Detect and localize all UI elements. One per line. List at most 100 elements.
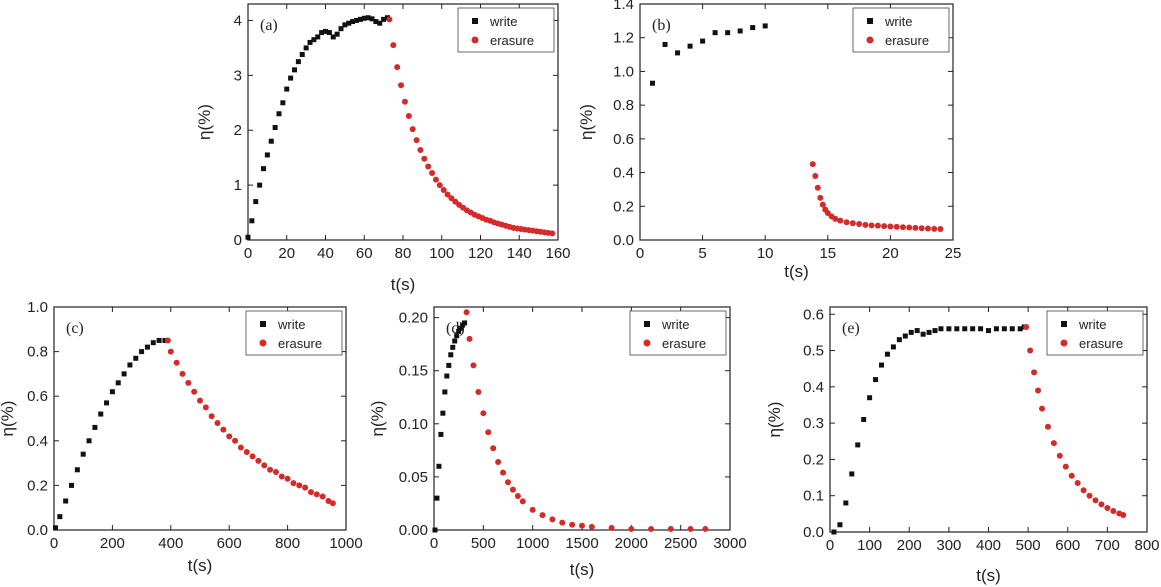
y-tick-label: 0.5 xyxy=(803,343,824,360)
data-point-erasure xyxy=(937,226,944,233)
data-point-write xyxy=(432,527,438,533)
data-point-write xyxy=(268,138,274,144)
series-write xyxy=(831,324,1027,535)
legend-label-erasure: erasure xyxy=(490,33,534,48)
data-point-erasure xyxy=(1038,405,1045,412)
legend-label-write: write xyxy=(277,317,305,332)
data-point-erasure xyxy=(814,184,821,191)
data-point-erasure xyxy=(843,219,850,226)
y-axis-label: η(%) xyxy=(368,401,387,437)
x-tick-label: 1500 xyxy=(565,535,598,552)
data-point-write xyxy=(315,34,321,40)
data-point-erasure xyxy=(319,493,326,500)
data-point-erasure xyxy=(475,388,482,395)
data-point-write xyxy=(914,328,920,334)
data-point-erasure xyxy=(529,506,536,513)
plot-frame xyxy=(639,3,954,241)
x-axis-label: t(s) xyxy=(188,556,213,575)
x-tick-label: 800 xyxy=(275,535,300,552)
data-point-write xyxy=(295,59,301,65)
y-tick-label: 0 xyxy=(234,232,242,249)
x-tick-label: 160 xyxy=(545,245,570,262)
data-point-write xyxy=(902,333,908,339)
y-tick-label: 0.2 xyxy=(613,198,634,215)
data-point-erasure xyxy=(868,222,875,229)
data-point-erasure xyxy=(267,466,274,473)
legend-marker-erasure xyxy=(259,339,267,347)
data-point-erasure xyxy=(856,220,863,227)
x-tick-label: 10 xyxy=(757,245,774,262)
data-point-write xyxy=(139,349,145,355)
legend-box xyxy=(629,310,727,356)
data-point-erasure xyxy=(243,448,250,455)
panel-label: (b) xyxy=(652,17,671,34)
data-point-write xyxy=(978,326,984,332)
data-point-erasure xyxy=(164,337,171,344)
plot-frame xyxy=(53,306,347,531)
data-point-erasure xyxy=(284,475,291,482)
data-point-write xyxy=(334,31,340,37)
data-point-write xyxy=(104,400,110,406)
series-write xyxy=(52,337,168,531)
data-point-erasure xyxy=(514,493,521,500)
data-point-write xyxy=(456,328,462,334)
x-tick-label: 300 xyxy=(936,537,961,554)
data-point-erasure xyxy=(425,163,432,170)
data-point-erasure xyxy=(569,521,576,528)
series-erasure xyxy=(809,161,944,233)
panel-label: (a) xyxy=(260,17,278,34)
data-point-erasure xyxy=(817,194,824,201)
data-point-write xyxy=(938,326,944,332)
y-tick-label: 0.1 xyxy=(803,488,824,505)
y-tick-label: 3 xyxy=(234,67,242,84)
chart-panel-4: 0 500 1000 1500 2000 2500 3000 0.00 0.05 0.10 0.15… xyxy=(368,306,747,579)
data-point-write xyxy=(330,34,336,40)
data-point-write xyxy=(986,328,991,334)
y-tick-label: 2 xyxy=(234,122,242,139)
legend-label-write: write xyxy=(661,317,689,332)
data-point-write xyxy=(369,16,375,22)
data-point-write xyxy=(109,389,115,395)
y-tick-label: 0.10 xyxy=(399,416,428,433)
data-point-erasure xyxy=(261,462,268,469)
data-point-erasure xyxy=(191,388,198,395)
data-point-erasure xyxy=(687,525,694,532)
data-point-erasure xyxy=(539,512,546,519)
data-point-erasure xyxy=(862,221,869,228)
data-point-write xyxy=(873,377,879,383)
data-point-erasure xyxy=(559,519,566,526)
x-tick-label: 0 xyxy=(636,245,644,262)
data-point-write xyxy=(365,15,371,21)
y-axis-label: η(%) xyxy=(195,104,214,140)
data-point-erasure xyxy=(444,191,451,198)
data-point-erasure xyxy=(296,482,303,489)
data-point-erasure xyxy=(417,146,424,153)
data-point-erasure xyxy=(463,309,470,316)
data-point-write xyxy=(354,17,359,23)
data-point-write xyxy=(1009,326,1015,332)
data-point-write xyxy=(843,500,849,506)
chart-panel-2: 0 5 10 15 20 25 0.0 0.2 0.4 0.6 0.8 1.0 1.2 1.4 t(s) η(… xyxy=(577,0,961,281)
x-tick-label: 40 xyxy=(317,245,334,262)
data-point-write xyxy=(144,344,150,350)
data-point-erasure xyxy=(394,64,401,71)
legend-box xyxy=(852,7,950,53)
series-erasure xyxy=(463,309,709,532)
x-tick-label: 0 xyxy=(244,245,252,262)
data-point-erasure xyxy=(466,335,473,342)
data-point-erasure xyxy=(874,222,881,229)
data-point-write xyxy=(712,30,718,36)
data-point-write xyxy=(1017,326,1023,332)
data-point-erasure xyxy=(588,523,595,530)
legend: write erasure xyxy=(852,7,950,53)
series-write xyxy=(245,15,390,240)
legend-label-write: write xyxy=(1078,317,1106,332)
y-tick-label: 0.6 xyxy=(803,306,824,323)
series-erasure xyxy=(164,337,336,507)
data-point-erasure xyxy=(232,437,239,444)
y-tick-label: 0.4 xyxy=(613,165,634,182)
data-point-write xyxy=(1001,326,1007,332)
series-erasure xyxy=(386,16,556,237)
data-point-write xyxy=(454,333,460,339)
data-point-erasure xyxy=(1031,369,1038,376)
